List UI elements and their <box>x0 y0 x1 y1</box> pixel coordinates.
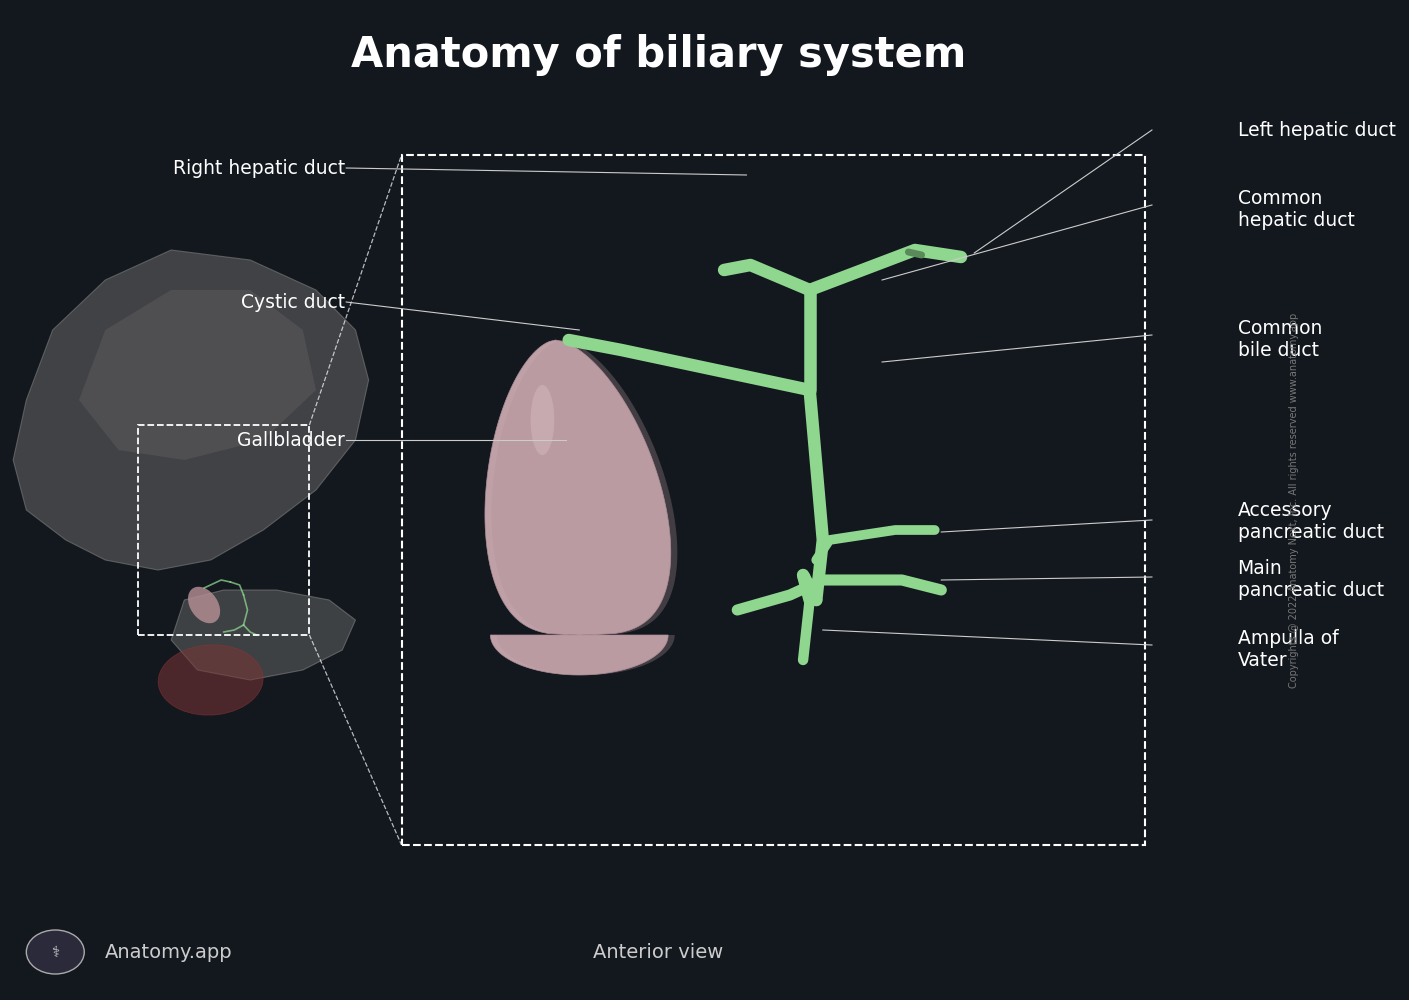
Text: Right hepatic duct: Right hepatic duct <box>173 158 345 178</box>
Text: Anatomy of biliary system: Anatomy of biliary system <box>351 34 967 76</box>
Text: Accessory
pancreatic duct: Accessory pancreatic duct <box>1237 502 1384 542</box>
Text: Copyrights @ 2022 Anatomy Next, Inc. All rights reserved www.anatomy.app: Copyrights @ 2022 Anatomy Next, Inc. All… <box>1289 312 1299 688</box>
Polygon shape <box>79 290 316 460</box>
Bar <box>402 155 1146 845</box>
Text: Main
pancreatic duct: Main pancreatic duct <box>1237 560 1384 600</box>
Text: ⚕: ⚕ <box>51 944 59 960</box>
Text: Common
hepatic duct: Common hepatic duct <box>1237 190 1354 231</box>
Polygon shape <box>170 590 355 680</box>
Ellipse shape <box>187 587 220 623</box>
Ellipse shape <box>158 645 263 715</box>
Text: Cystic duct: Cystic duct <box>241 292 345 312</box>
Text: Anterior view: Anterior view <box>593 942 723 962</box>
Ellipse shape <box>531 385 554 455</box>
Bar <box>138 425 310 635</box>
Text: Gallbladder: Gallbladder <box>237 430 345 450</box>
Text: Common
bile duct: Common bile duct <box>1237 320 1322 360</box>
Polygon shape <box>492 340 678 675</box>
Polygon shape <box>485 340 671 675</box>
Circle shape <box>27 930 85 974</box>
Text: Left hepatic duct: Left hepatic duct <box>1237 120 1395 139</box>
Text: Ampulla of
Vater: Ampulla of Vater <box>1237 630 1339 670</box>
Text: Anatomy.app: Anatomy.app <box>106 942 232 962</box>
Polygon shape <box>13 250 369 570</box>
